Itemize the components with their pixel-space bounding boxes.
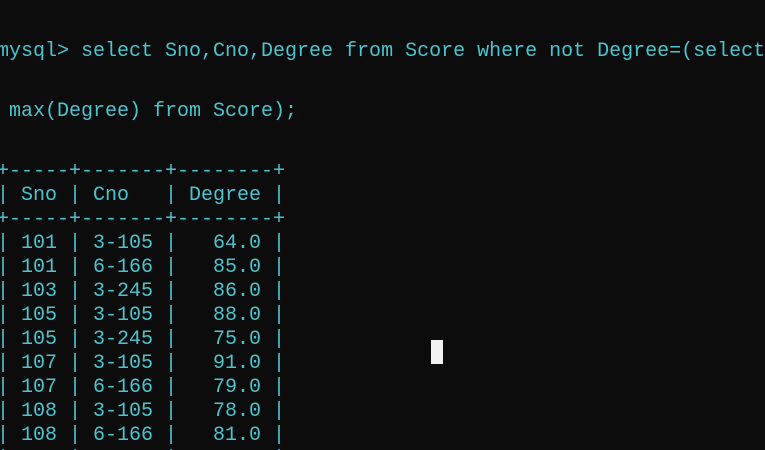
table-line: | 107 | 3-105 | 91.0 | [0,352,286,375]
result-table: +-----+-------+--------+ | Sno | Cno | De… [0,160,765,450]
table-line: | 105 | 3-245 | 75.0 | [0,328,286,351]
table-line: | 107 | 6-166 | 79.0 | [0,376,286,399]
terminal-cursor [431,340,443,364]
query-line-2: max(Degree) from Score); [0,100,298,123]
table-line: | 105 | 3-105 | 88.0 | [0,304,286,327]
terminal-output: mysql> select Sno,Cno,Degree from Score … [0,4,765,450]
table-line: +-----+-------+--------+ [0,160,286,183]
table-line: | 103 | 3-245 | 86.0 | [0,280,286,303]
table-line: +-----+-------+--------+ [0,208,286,231]
table-line: | 101 | 6-166 | 85.0 | [0,256,286,279]
table-line: | 109 | 3-105 | 76.0 | [0,448,765,450]
table-line: | 101 | 3-105 | 64.0 | [0,232,286,255]
table-line: | Sno | Cno | Degree | [0,184,286,207]
query-line-1: mysql> select Sno,Cno,Degree from Score … [0,40,765,63]
table-line: | 108 | 3-105 | 78.0 | [0,400,286,423]
table-line: | 108 | 6-166 | 81.0 | [0,424,286,447]
